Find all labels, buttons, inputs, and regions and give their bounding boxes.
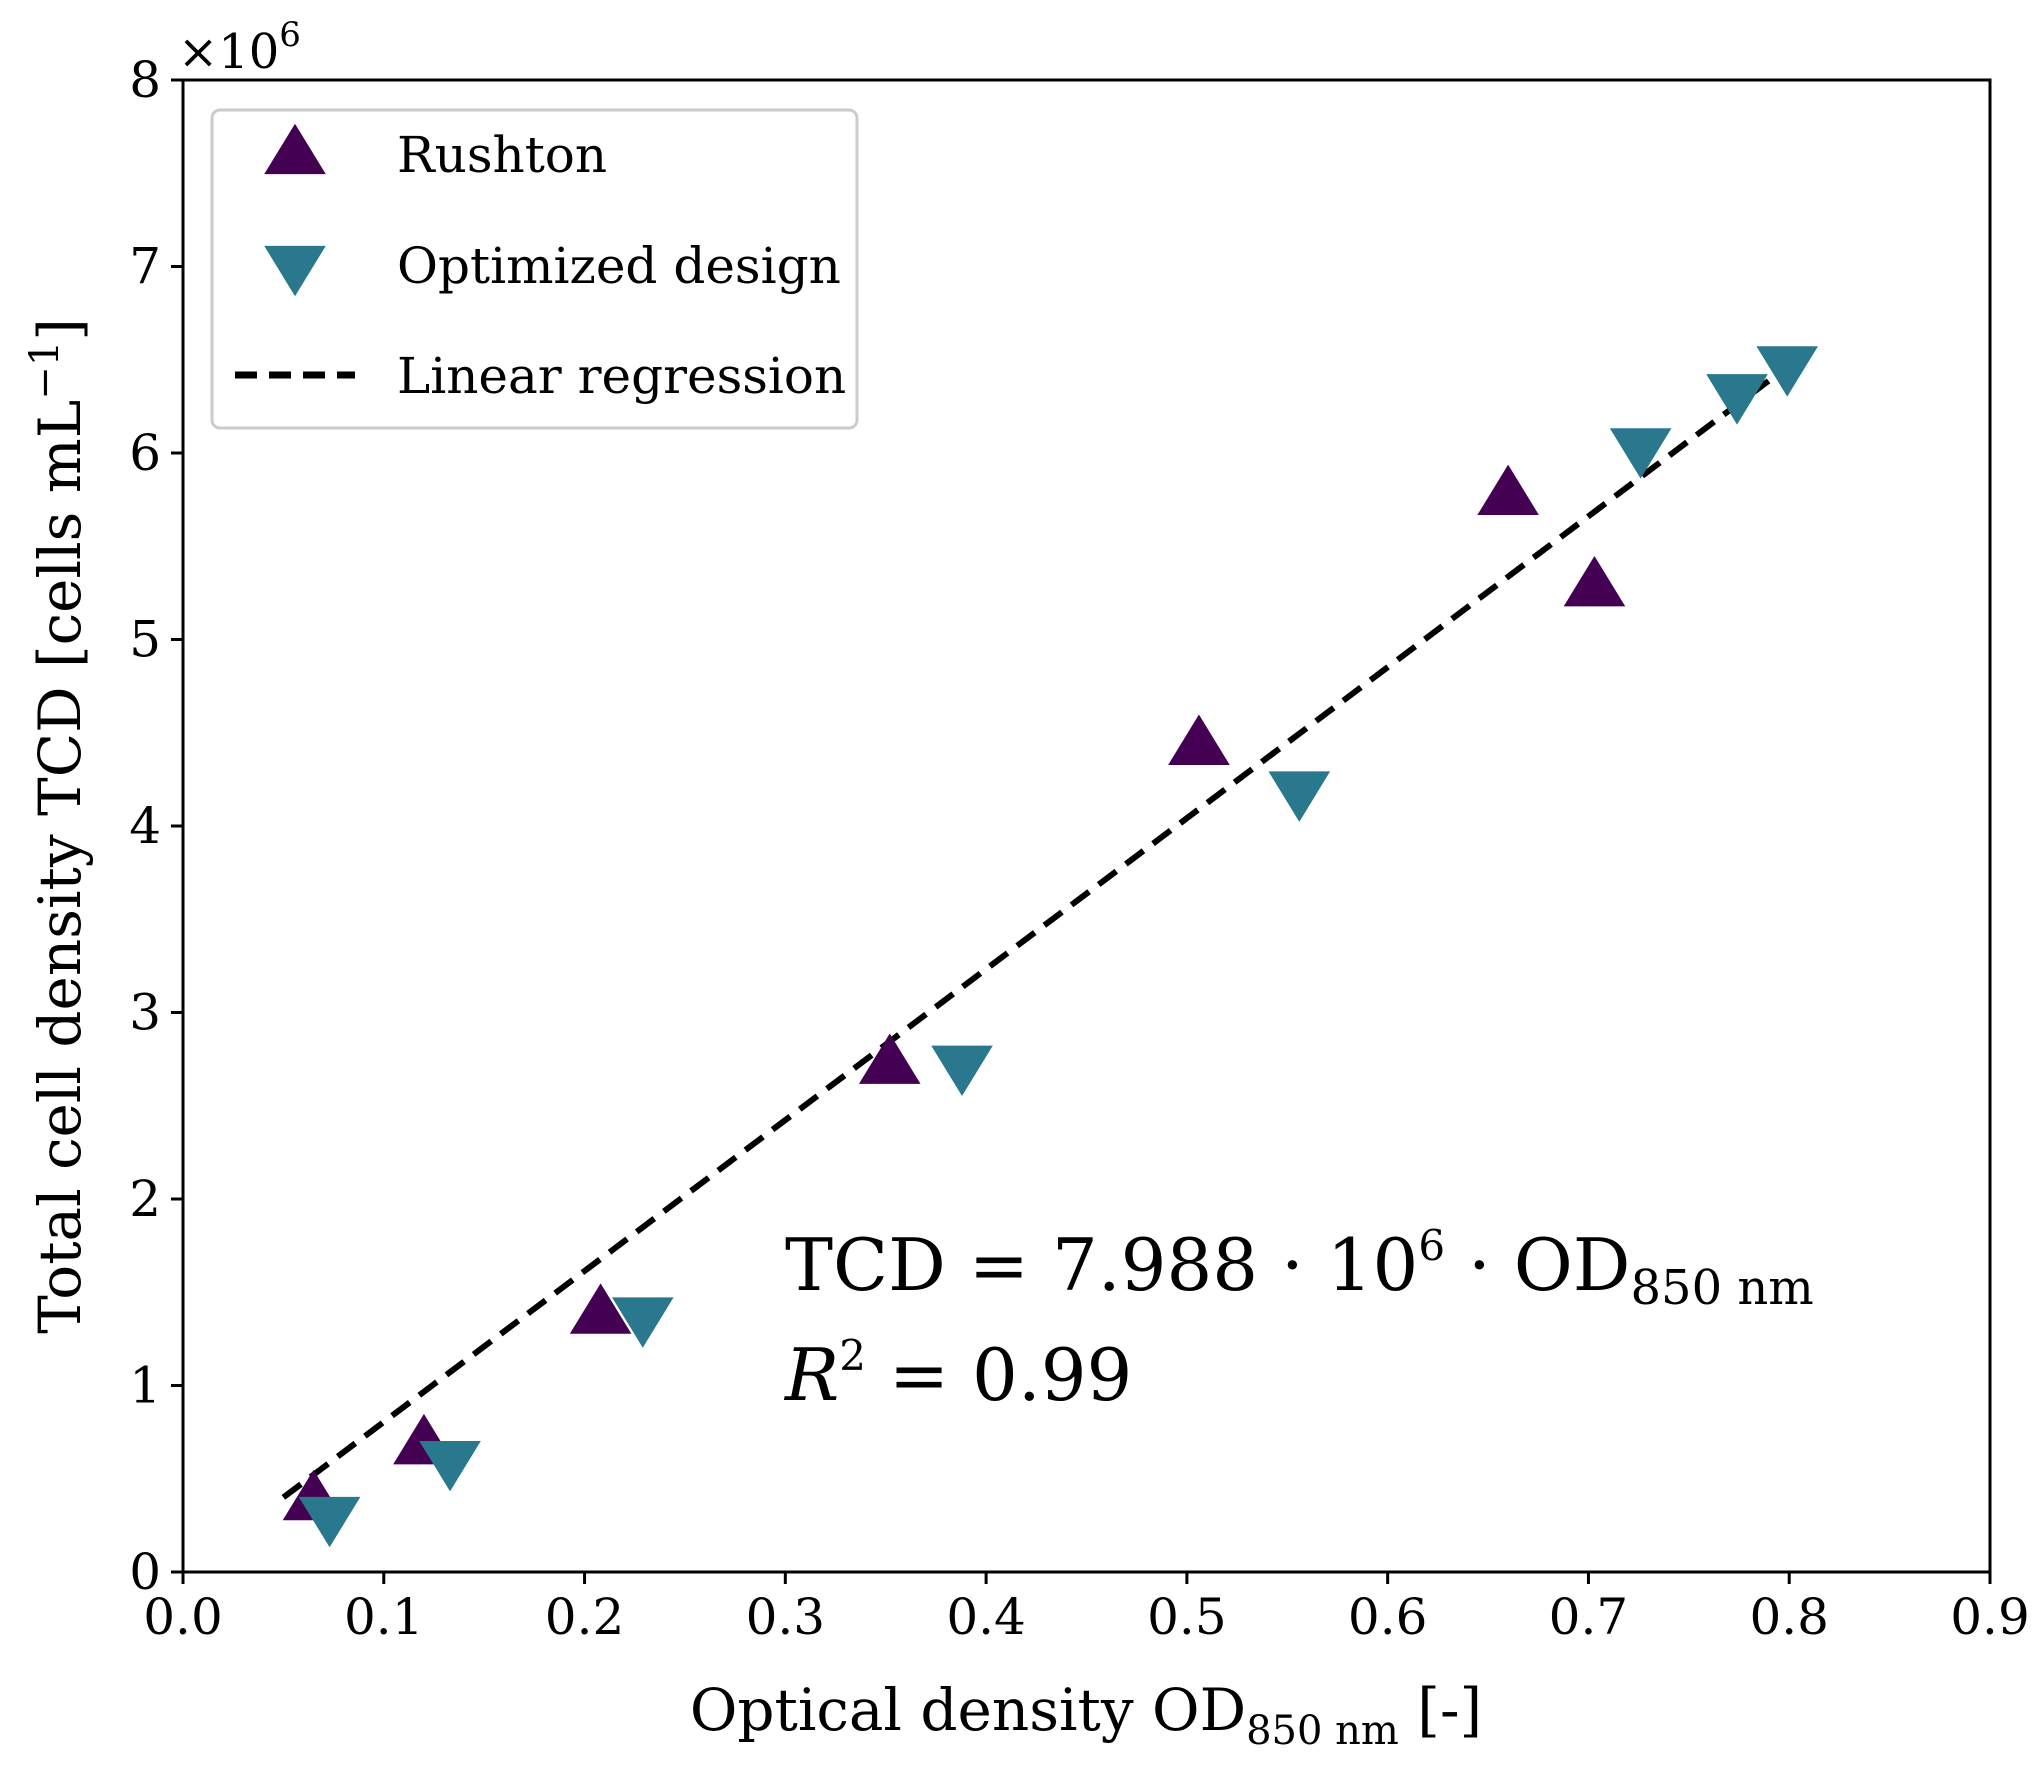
x-tick-label: 0.9 <box>1950 1588 2030 1646</box>
x-tick-label: 0.1 <box>344 1588 424 1646</box>
y-axis-ticks: 0 1 2 3 4 5 6 7 8 <box>129 51 183 1601</box>
x-tick-label: 0.3 <box>746 1588 826 1646</box>
equation-subscript: 850 nm <box>1631 1260 1814 1316</box>
x-axis-label-subscript: 850 nm <box>1246 1708 1399 1754</box>
optimized-design-point <box>1268 771 1331 822</box>
x-tick-label: 0.7 <box>1549 1588 1629 1646</box>
regression-line <box>281 362 1792 1500</box>
equation-lhs: TCD = 7.988 · 10 <box>785 1223 1418 1307</box>
optimized-design-point <box>1609 428 1672 479</box>
x-tick-label: 0.0 <box>143 1588 223 1646</box>
x-axis-label-main: Optical density OD <box>690 1676 1246 1744</box>
optimized-design-point <box>419 1440 481 1492</box>
rushton-point <box>569 1283 632 1334</box>
y-axis-label: Total cell density TCD [cells mL−1] <box>22 318 94 1334</box>
y-multiplier-exponent: 6 <box>279 15 301 55</box>
series-layer <box>281 346 1819 1548</box>
y-multiplier-base: ×10 <box>178 24 279 80</box>
r-squared-variable: R <box>783 1333 839 1417</box>
legend-label-linear-regression: Linear regression <box>397 347 846 405</box>
optimized-design-point <box>611 1297 674 1348</box>
legend: Rushton Optimized design Linear regressi… <box>210 108 859 430</box>
equation-exponent: 6 <box>1418 1221 1445 1270</box>
y-multiplier: ×106 <box>178 15 301 80</box>
legend-label-optimized-design: Optimized design <box>397 237 841 295</box>
rushton-point <box>858 1033 921 1084</box>
equation-mid: · OD <box>1445 1223 1630 1307</box>
legend-label-rushton: Rushton <box>397 126 607 184</box>
x-axis-label: Optical density OD850 nm [-] <box>690 1676 1482 1754</box>
x-tick-label: 0.8 <box>1749 1588 1829 1646</box>
y-tick-label: 1 <box>129 1357 161 1415</box>
optimized-design-point <box>298 1496 361 1548</box>
y-tick-label: 5 <box>129 611 161 669</box>
x-tick-label: 0.4 <box>946 1588 1026 1646</box>
y-axis-label-main: Total cell density TCD [cells mL <box>26 400 94 1334</box>
y-tick-label: 2 <box>129 1170 161 1228</box>
x-axis-ticks: 0.0 0.1 0.2 0.3 0.4 0.5 0.6 0.7 0.8 0.9 <box>143 1572 2030 1646</box>
legend-marker-rushton <box>264 123 326 175</box>
x-tick-label: 0.5 <box>1147 1588 1227 1646</box>
legend-marker-optimized-design <box>264 245 326 297</box>
regression-equation: TCD = 7.988 · 106 · OD850 nm <box>785 1221 1814 1316</box>
y-tick-label: 0 <box>129 1543 161 1601</box>
y-axis-label-suffix: ] <box>26 318 94 341</box>
y-tick-label: 6 <box>129 424 161 482</box>
x-tick-label: 0.6 <box>1348 1588 1428 1646</box>
r-squared-value: = 0.99 <box>866 1333 1132 1417</box>
y-tick-label: 7 <box>129 238 161 296</box>
x-tick-label: 0.2 <box>545 1588 625 1646</box>
optimized-design-point <box>1706 374 1768 425</box>
legend-box <box>210 108 859 430</box>
y-axis-label-superscript: −1 <box>22 341 68 400</box>
x-axis-label-suffix: [-] <box>1399 1676 1482 1744</box>
rushton-point <box>1168 714 1230 765</box>
optimized-design-point <box>1756 346 1819 397</box>
y-tick-label: 8 <box>129 51 161 109</box>
rushton-point <box>1477 464 1539 516</box>
regression-annotation: TCD = 7.988 · 106 · OD850 nm R2 = 0.99 <box>783 1221 1814 1417</box>
optimized-design-point <box>931 1045 993 1096</box>
r-squared-exponent: 2 <box>839 1331 866 1380</box>
r-squared: R2 = 0.99 <box>783 1331 1132 1417</box>
rushton-point <box>1563 556 1626 607</box>
y-tick-label: 4 <box>129 797 161 855</box>
y-tick-label: 3 <box>129 984 161 1042</box>
